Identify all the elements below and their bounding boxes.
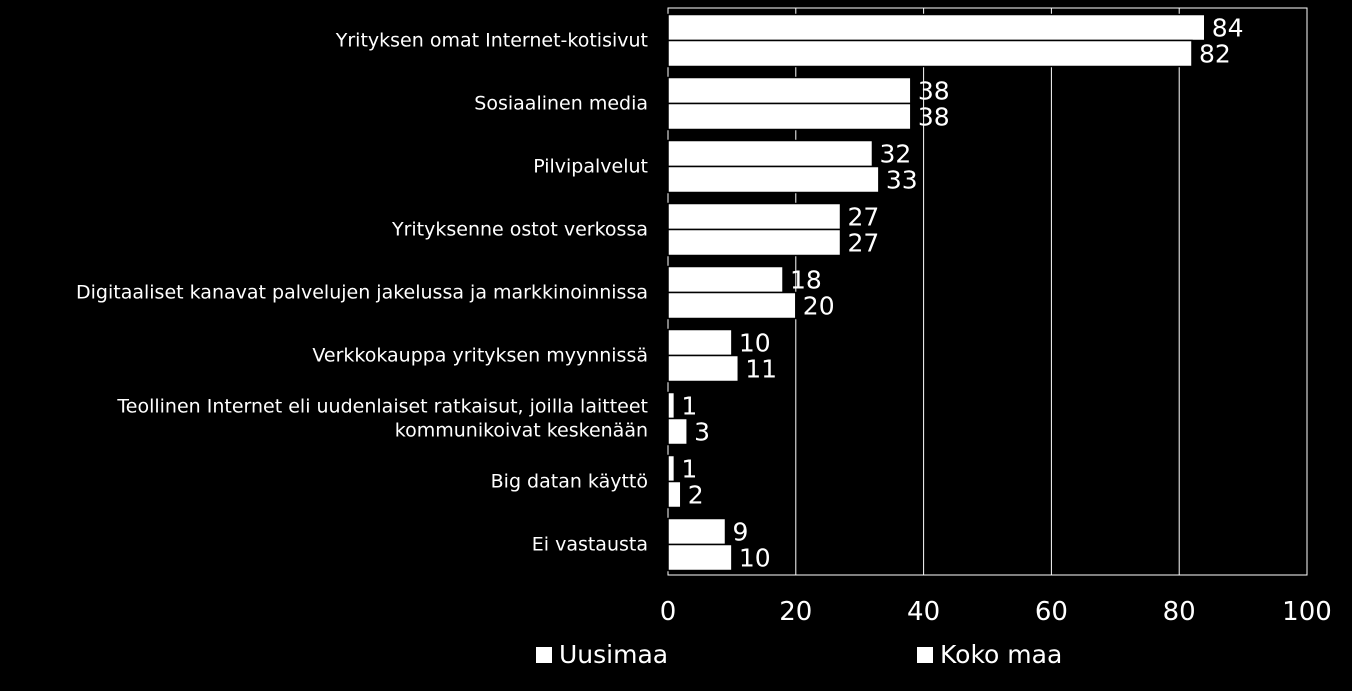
data-label: 9 [733, 518, 749, 547]
data-label: 1 [681, 392, 697, 421]
legend-item-koko-maa: Koko maa [916, 640, 1062, 669]
category-label: Teollinen Internet eli uudenlaiset ratka… [116, 396, 648, 418]
bar-koko-maa [667, 165, 880, 194]
data-label: 27 [848, 203, 880, 232]
category-label: Yrityksen omat Internet-kotisivut [335, 30, 648, 52]
data-label: 38 [918, 77, 950, 106]
bar-uusimaa [667, 391, 676, 420]
bar-koko-maa [667, 354, 740, 383]
bar-koko-maa [667, 228, 842, 257]
category-label: Yrityksenne ostot verkossa [391, 219, 648, 241]
bar-koko-maa [667, 543, 733, 572]
x-tick-label: 100 [1282, 597, 1332, 627]
category-label: kommunikoivat keskenään [395, 420, 648, 442]
bar-uusimaa [667, 454, 676, 483]
data-label: 2 [688, 481, 704, 510]
legend-label-uusimaa: Uusimaa [559, 640, 669, 669]
category-label: Sosiaalinen media [474, 93, 648, 115]
data-label: 10 [739, 329, 771, 358]
bar-koko-maa [667, 102, 912, 131]
data-label: 11 [745, 355, 777, 384]
legend-item-uusimaa: Uusimaa [535, 640, 668, 669]
data-label: 20 [803, 292, 835, 321]
data-label: 3 [694, 418, 710, 447]
bar-uusimaa [667, 202, 842, 231]
legend-swatch-koko-maa [916, 645, 934, 664]
data-label: 38 [918, 103, 950, 132]
x-tick-label: 20 [779, 597, 812, 627]
category-label: Pilvipalvelut [533, 156, 648, 178]
bar-koko-maa [667, 480, 682, 509]
data-label: 10 [739, 544, 771, 573]
x-tick-labels: 0 20 40 60 80 100 [660, 597, 1332, 627]
x-tick-label: 80 [1163, 597, 1196, 627]
data-label: 82 [1199, 40, 1231, 69]
category-label: Digitaaliset kanavat palvelujen jakeluss… [76, 282, 648, 304]
category-label: Big datan käyttö [491, 471, 648, 493]
bar-uusimaa [667, 265, 784, 294]
x-tick-label: 0 [660, 597, 677, 627]
x-tick-label: 40 [907, 597, 940, 627]
bar-uusimaa [667, 13, 1206, 42]
category-label: Verkkokauppa yrityksen myynnissä [312, 345, 648, 367]
x-tick-label: 60 [1035, 597, 1068, 627]
bar-uusimaa [667, 139, 874, 168]
bar-uusimaa [667, 76, 912, 105]
data-label: 84 [1212, 14, 1244, 43]
data-label: 33 [886, 166, 918, 195]
bar-uusimaa [667, 517, 727, 546]
category-labels: Yrityksen omat Internet-kotisivut Sosiaal… [76, 30, 648, 556]
legend-label-koko-maa: Koko maa [940, 640, 1063, 669]
bar-koko-maa [667, 291, 797, 320]
category-label: Ei vastausta [532, 534, 648, 556]
data-label: 32 [879, 140, 911, 169]
data-label: 1 [681, 455, 697, 484]
legend: Uusimaa Koko maa [0, 640, 1352, 680]
data-label: 18 [790, 266, 822, 295]
legend-swatch-uusimaa [535, 645, 553, 664]
bar-uusimaa [667, 328, 733, 357]
bar-koko-maa [667, 417, 688, 446]
bar-koko-maa [667, 39, 1193, 68]
data-label: 27 [848, 229, 880, 258]
